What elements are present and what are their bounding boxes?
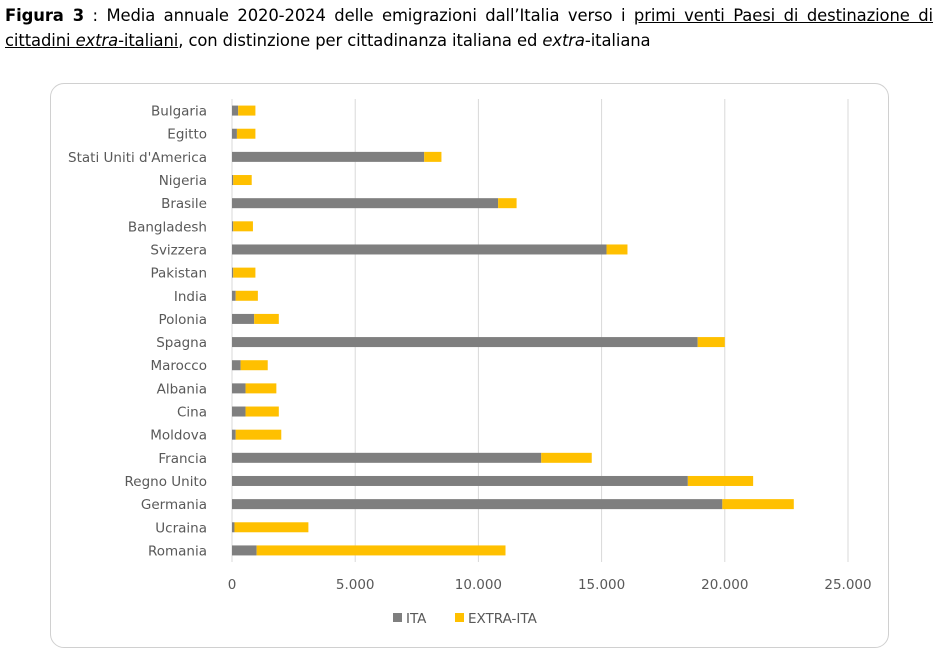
bar-ita <box>232 128 237 139</box>
caption-underlined-italic: extra <box>75 31 119 50</box>
bar-extra-ita <box>235 290 258 301</box>
bar-extra-ita <box>240 360 268 371</box>
bar-ita <box>232 360 241 371</box>
bar-ita <box>232 475 688 486</box>
category-label: Bangladesh <box>128 219 207 235</box>
category-label: Marocco <box>150 358 207 374</box>
bar-ita <box>232 105 239 116</box>
bar-ita <box>232 429 236 440</box>
category-label: Albania <box>157 381 207 397</box>
x-tick-label: 5.000 <box>336 577 375 593</box>
bar-extra-ita <box>245 406 279 417</box>
bar-extra-ita <box>424 151 442 162</box>
category-label: Moldova <box>150 428 207 444</box>
bar-ita <box>232 383 246 394</box>
bar-extra-ita <box>233 175 252 186</box>
category-label: Bulgaria <box>151 104 207 120</box>
bar-ita <box>232 313 255 324</box>
bar-ita <box>232 221 234 232</box>
bar-extra-ita <box>541 452 592 463</box>
bar-ita <box>232 545 257 556</box>
bar-ita <box>232 522 235 533</box>
category-label: Ucraina <box>155 520 207 536</box>
bar-extra-ita <box>697 337 725 348</box>
figure-caption: Figura 3 : Media annuale 2020-2024 delle… <box>5 3 933 53</box>
category-label: Spagna <box>156 335 207 351</box>
bar-ita <box>232 267 234 278</box>
category-label: Polonia <box>158 312 207 328</box>
legend-swatch-ita <box>393 613 402 622</box>
caption-separator: : <box>84 6 107 25</box>
figure-label: Figura 3 <box>5 6 85 25</box>
x-tick-label: 0 <box>228 577 237 593</box>
category-label: Regno Unito <box>125 474 208 490</box>
bar-extra-ita <box>238 105 256 116</box>
bar-extra-ita <box>234 522 309 533</box>
bar-ita <box>232 198 499 209</box>
bar-extra-ita <box>606 244 628 255</box>
bar-extra-ita <box>687 475 754 486</box>
bar-extra-ita <box>245 383 277 394</box>
legend-label-extra-ita: EXTRA-ITA <box>468 611 538 627</box>
x-tick-label: 25.000 <box>824 577 871 593</box>
category-label: Germania <box>141 497 207 513</box>
bar-ita <box>232 151 425 162</box>
x-tick-label: 15.000 <box>578 577 625 593</box>
category-label: Svizzera <box>150 242 207 258</box>
x-tick-label: 20.000 <box>701 577 748 593</box>
bar-extra-ita <box>233 221 253 232</box>
category-label: Romania <box>148 543 207 559</box>
category-label: Egitto <box>167 127 207 143</box>
category-label: Francia <box>158 451 207 467</box>
bar-ita <box>232 290 236 301</box>
bar-ita <box>232 452 542 463</box>
category-label: Stati Uniti d'America <box>68 150 207 166</box>
legend-swatch-extra-ita <box>455 613 464 622</box>
bar-extra-ita <box>256 545 506 556</box>
bar-extra-ita <box>233 267 256 278</box>
caption-italic: extra <box>542 31 585 50</box>
bar-ita <box>232 337 698 348</box>
x-tick-label: 10.000 <box>455 577 502 593</box>
legend-label-ita: ITA <box>406 611 427 627</box>
bar-extra-ita <box>236 128 256 139</box>
bar-ita <box>232 175 234 186</box>
caption-text-1: Media annuale 2020-2024 delle emigrazion… <box>106 6 634 25</box>
bar-ita <box>232 499 723 510</box>
bar-extra-ita <box>722 499 794 510</box>
caption-underlined-b: -italiani <box>118 31 179 50</box>
category-label: Nigeria <box>159 173 207 189</box>
caption-text-2: , con distinzione per cittadinanza itali… <box>178 31 543 50</box>
bar-extra-ita <box>498 198 517 209</box>
caption-text-3: -italiana <box>584 31 651 50</box>
bar-ita <box>232 406 246 417</box>
category-label: India <box>174 289 207 305</box>
bar-extra-ita <box>235 429 282 440</box>
category-label: Cina <box>177 405 207 421</box>
category-label: Brasile <box>161 196 207 212</box>
bar-ita <box>232 244 607 255</box>
caption-underlined-a: primi venti Paesi di destinazione di cit… <box>5 6 933 50</box>
bar-extra-ita <box>254 313 279 324</box>
category-label: Pakistan <box>150 266 207 282</box>
